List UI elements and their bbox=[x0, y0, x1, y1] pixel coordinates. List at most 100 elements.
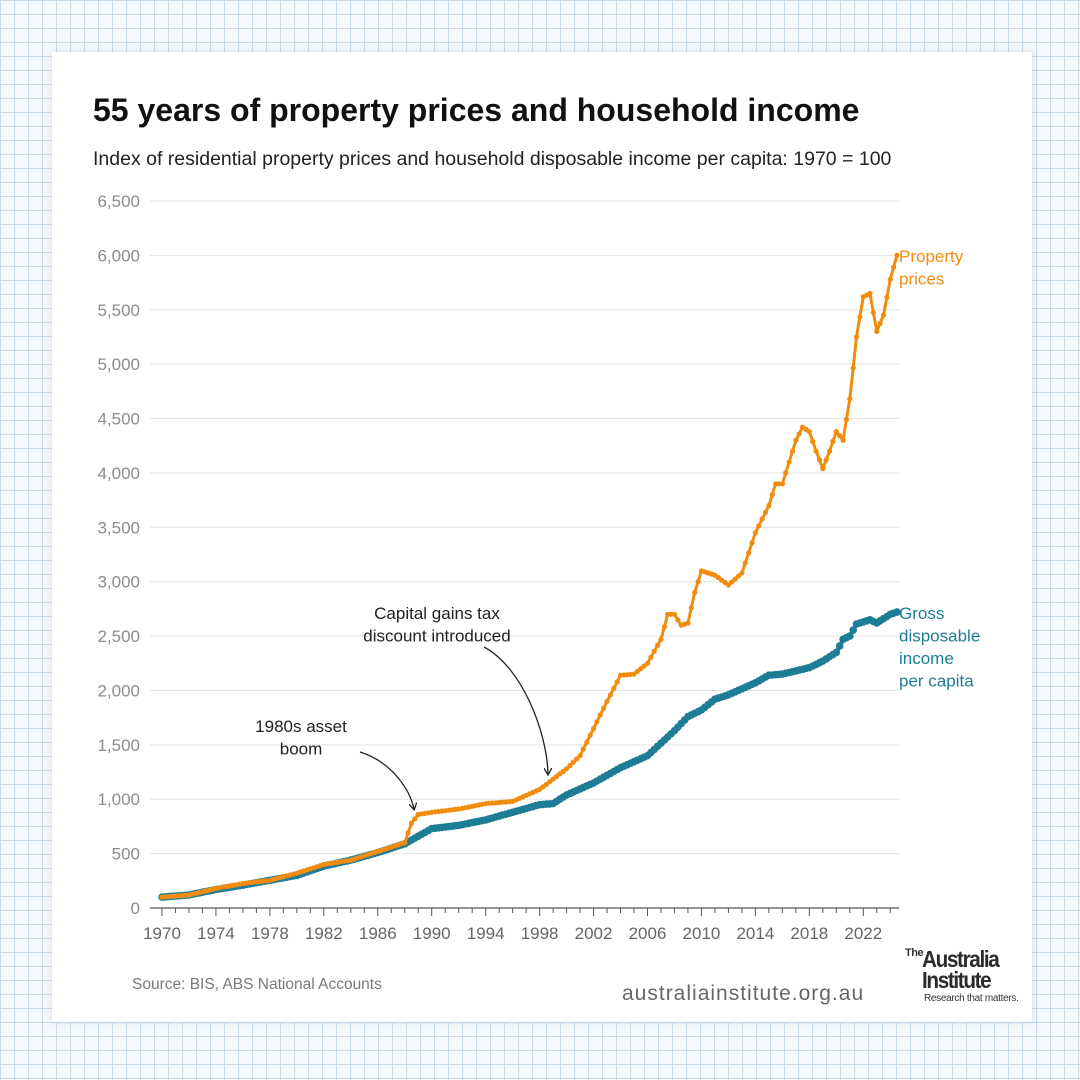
x-tick-label: 1978 bbox=[251, 924, 289, 943]
y-tick-label: 3,000 bbox=[97, 573, 140, 592]
property-prices-point bbox=[402, 840, 408, 846]
x-tick-label: 1998 bbox=[521, 924, 559, 943]
property-prices-point bbox=[580, 746, 587, 752]
property-prices-point bbox=[671, 611, 678, 617]
property-prices-point bbox=[887, 276, 893, 282]
y-tick-label: 6,500 bbox=[97, 192, 140, 211]
property-prices-point bbox=[725, 582, 732, 588]
logo-tagline: Research that matters. bbox=[924, 993, 1019, 1004]
property-prices-point bbox=[597, 712, 603, 718]
property-prices-label: Property prices bbox=[899, 247, 964, 289]
property-prices-point bbox=[820, 466, 826, 472]
property-prices-point bbox=[611, 685, 617, 691]
property-prices-point bbox=[742, 560, 748, 566]
property-prices-point bbox=[651, 648, 657, 654]
website-link[interactable]: australiainstitute.org.au bbox=[622, 982, 865, 1005]
axes: 0 500 1,000 1,500 2,000 2,500 3,000 3,500 4,000 4… bbox=[97, 192, 899, 943]
y-tick-label: 4,500 bbox=[97, 410, 140, 429]
australia-institute-logo: The Australia Institute Research that ma… bbox=[905, 945, 1025, 1009]
property-prices-point bbox=[837, 433, 843, 439]
logo-name-line1: Australia bbox=[922, 946, 1000, 972]
property-prices-point bbox=[816, 457, 823, 463]
property-prices-point bbox=[594, 719, 600, 725]
property-prices-point bbox=[735, 573, 742, 579]
property-prices-point bbox=[813, 448, 819, 454]
property-prices-point bbox=[850, 365, 856, 371]
property-prices-series bbox=[159, 252, 900, 900]
property-prices-point bbox=[614, 679, 620, 685]
property-prices-point bbox=[752, 530, 759, 536]
property-prices-point bbox=[405, 830, 411, 836]
property-prices-point bbox=[604, 698, 610, 704]
property-prices-point bbox=[655, 642, 661, 648]
income-point bbox=[846, 632, 854, 640]
x-tick-label: 1994 bbox=[467, 924, 505, 943]
property-prices-point bbox=[847, 396, 853, 402]
property-prices-point bbox=[584, 739, 590, 745]
property-prices-point bbox=[564, 766, 570, 772]
income-series bbox=[158, 608, 901, 901]
x-tick-label: 1970 bbox=[143, 924, 181, 943]
y-tick-label: 5,500 bbox=[97, 301, 140, 320]
property-prices-point bbox=[857, 314, 863, 320]
x-tick-label: 2002 bbox=[575, 924, 613, 943]
property-prices-point bbox=[567, 762, 573, 769]
source-note: Source: BIS, ABS National Accounts bbox=[132, 976, 382, 993]
line-chart: 0 500 1,000 1,500 2,000 2,500 3,000 3,500 4,000 4… bbox=[97, 192, 980, 943]
property-prices-point bbox=[810, 438, 816, 444]
property-prices-point bbox=[830, 438, 836, 444]
annotation-line: Capital gains tax bbox=[374, 604, 500, 623]
annotation-line: 1980s asset bbox=[255, 717, 347, 736]
annotation-line: boom bbox=[280, 740, 323, 759]
property-prices-point bbox=[769, 492, 775, 498]
logo-the: The bbox=[905, 947, 924, 959]
property-prices-point bbox=[607, 692, 614, 698]
series-label-line: per capita bbox=[899, 672, 974, 691]
y-tick-label: 4,000 bbox=[97, 464, 140, 483]
annotation-arrow bbox=[483, 646, 548, 774]
property-prices-point bbox=[823, 457, 829, 463]
series-label-line: prices bbox=[899, 270, 944, 289]
property-prices-point bbox=[877, 320, 883, 326]
property-prices-point bbox=[574, 756, 580, 762]
property-prices-point bbox=[867, 290, 873, 297]
annotation-line: discount introduced bbox=[363, 627, 510, 646]
property-prices-point bbox=[806, 429, 812, 435]
property-prices-point bbox=[587, 732, 593, 738]
property-prices-point bbox=[759, 516, 765, 522]
property-prices-point bbox=[688, 605, 694, 611]
property-prices-point bbox=[779, 481, 786, 487]
property-prices-point bbox=[786, 459, 792, 465]
property-prices-point bbox=[756, 523, 762, 529]
x-tick-label: 1990 bbox=[413, 924, 451, 943]
annotation-text: 1980s asset boom bbox=[255, 717, 347, 759]
property-prices-point bbox=[870, 309, 877, 316]
x-tick-label: 2006 bbox=[629, 924, 667, 943]
property-prices-point bbox=[891, 264, 897, 270]
property-prices-point bbox=[729, 579, 735, 585]
property-prices-point bbox=[601, 705, 607, 711]
income-label: Gross disposable income per capita bbox=[899, 604, 980, 691]
data-series bbox=[158, 252, 901, 901]
x-tick-label: 2014 bbox=[736, 924, 774, 943]
property-prices-point bbox=[840, 437, 846, 443]
y-tick-label: 5,000 bbox=[97, 355, 140, 374]
property-prices-point bbox=[762, 509, 769, 515]
property-prices-point bbox=[577, 753, 583, 759]
y-tick-label: 0 bbox=[131, 899, 140, 918]
property-prices-point bbox=[591, 725, 597, 732]
x-tick-label: 2018 bbox=[790, 924, 828, 943]
series-label-line: income bbox=[899, 649, 954, 668]
property-prices-point bbox=[644, 660, 651, 666]
property-prices-point bbox=[412, 816, 418, 822]
property-prices-point bbox=[695, 579, 701, 585]
property-prices-point bbox=[570, 759, 576, 765]
property-prices-point bbox=[874, 328, 880, 335]
x-tick-label: 1982 bbox=[305, 924, 343, 943]
income-point bbox=[893, 608, 901, 616]
series-labels: Property prices Gross disposable income per c… bbox=[899, 247, 980, 691]
y-tick-label: 500 bbox=[112, 845, 140, 864]
y-tick-label: 6,000 bbox=[97, 246, 140, 265]
x-tick-label: 2022 bbox=[844, 924, 882, 943]
annotations: 1980s asset boom Capital gains tax discount… bbox=[255, 604, 548, 809]
